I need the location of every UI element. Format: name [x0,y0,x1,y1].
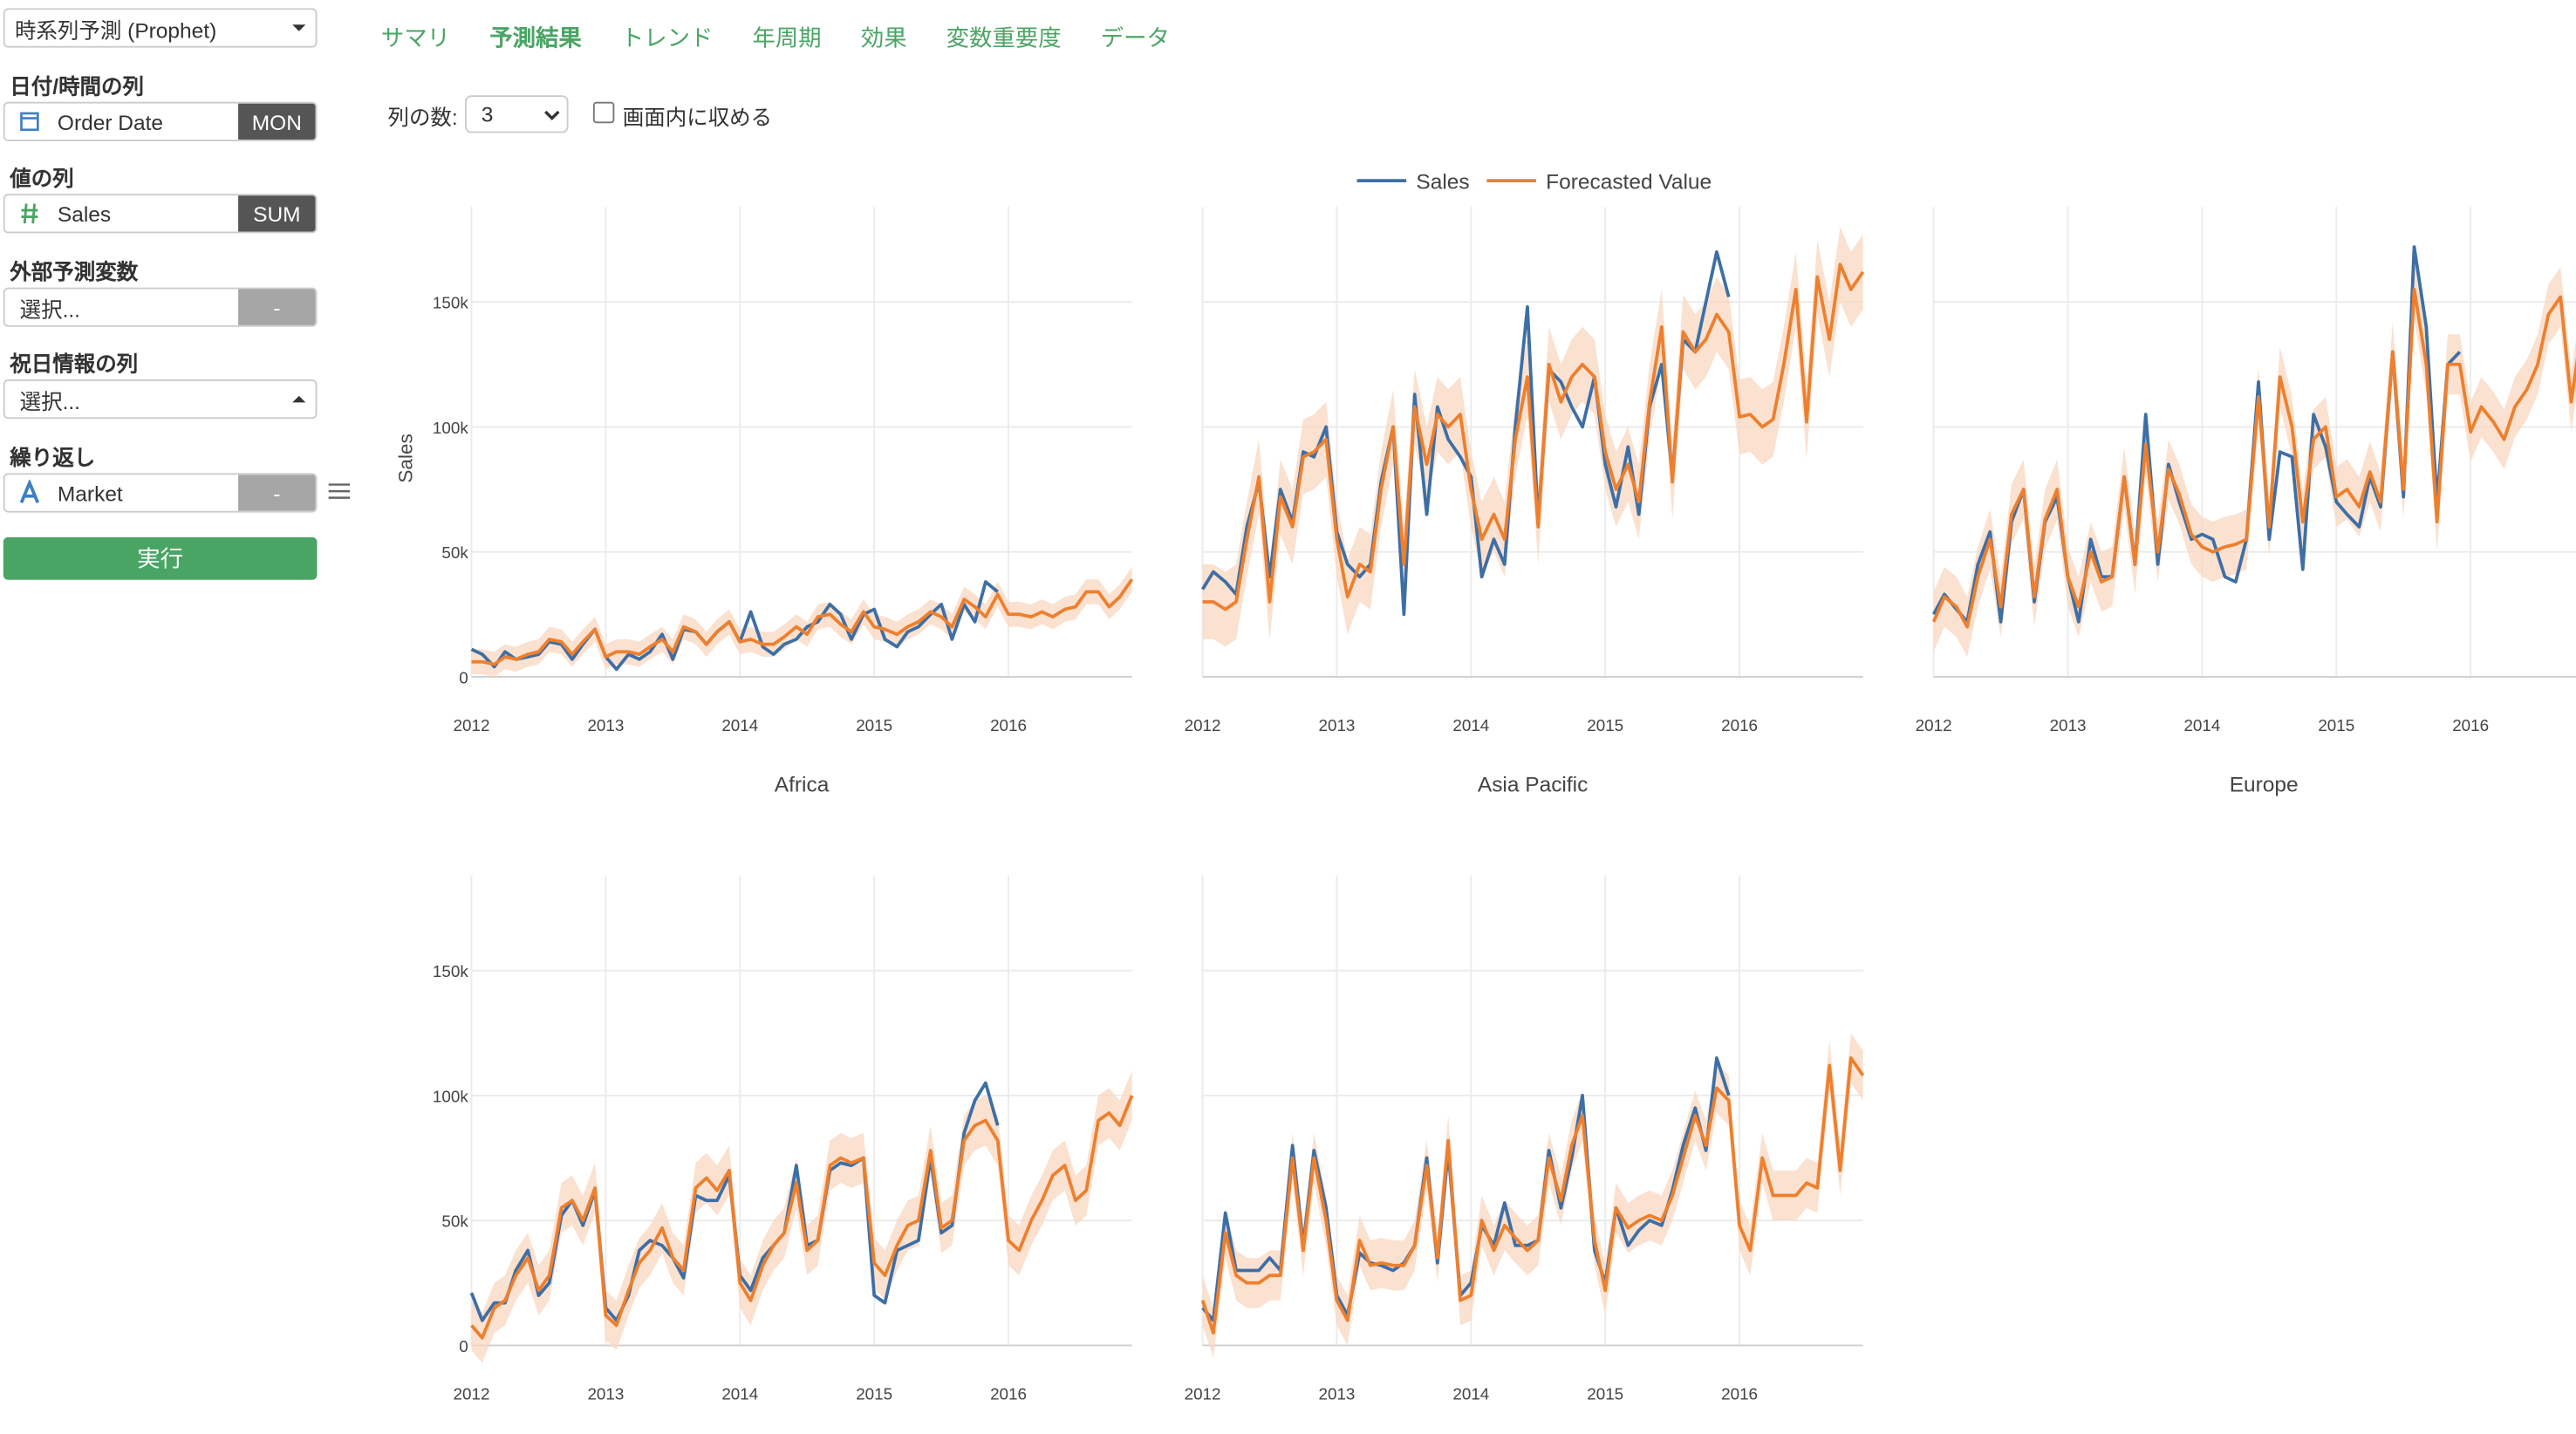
legend-label: Sales [1416,171,1469,195]
x-tick-label: 2015 [1587,716,1623,734]
y-tick-label: 150k [433,294,468,312]
x-tick-label: 2014 [1452,1385,1489,1403]
holiday-select[interactable]: 選択... [3,379,318,420]
menu-icon[interactable] [327,480,353,502]
method-select[interactable]: 時系列予測 (Prophet) [3,8,318,48]
x-tick-label: 2015 [856,1385,892,1403]
x-tick-label: 2014 [2183,716,2220,734]
x-tick-label: 2012 [454,716,490,734]
repeat-field[interactable]: Market - [3,473,318,513]
chart-panel: 0 50k 100k 150k 2012 2013 2014 2015 2016 [433,875,1134,1403]
x-tick-label: 2015 [1587,1385,1623,1403]
external-field[interactable]: 選択... - [3,287,318,327]
x-tick-label: 2016 [1721,716,1758,734]
x-tick-label: 2014 [721,716,758,734]
y-axis-label: Sales [395,434,417,482]
caret [292,395,306,403]
tab[interactable]: 予測結果 [489,24,582,51]
confidence-band [471,566,1132,677]
date-field[interactable]: Order Date MON [3,101,318,141]
chart-panel: 0 50k 100k 150k 2012 2013 2014 2015 2016 Africa Sa… [395,207,1134,797]
x-tick-label: 2013 [1319,716,1356,734]
run-button[interactable]: 実行 [3,536,318,580]
tab[interactable]: サマリ [380,24,451,51]
chart-panel: 2012 2013 2014 2015 2016 Asia Pacific [1185,207,1865,797]
x-tick-label: 2013 [2050,716,2087,734]
columns-select[interactable]: 3 [464,95,569,133]
fit-label: 画面内に収める [622,105,773,130]
fit-checkbox[interactable] [592,101,615,124]
tab[interactable]: 効果 [860,24,907,51]
x-tick-label: 2012 [1185,1385,1221,1403]
tab[interactable]: 年周期 [752,24,822,51]
chart-title: Europe [2230,774,2299,797]
number-icon [21,203,38,224]
text-icon [19,479,40,504]
x-tick-label: 2016 [990,1385,1027,1403]
y-tick-label: 50k [441,1212,468,1231]
field-value: Market [57,480,123,506]
x-tick-label: 2015 [2318,716,2354,734]
agg-button[interactable]: SUM [238,195,316,232]
field-label: 祝日情報の列 [10,352,139,377]
unit-button[interactable]: MON [238,103,316,140]
y-tick-label: 100k [433,419,468,437]
x-tick-label: 2013 [587,716,624,734]
series-line [471,578,1134,666]
calendar-icon [20,112,39,132]
series-line [1931,287,2576,629]
series-line [470,1095,1134,1340]
caret [544,109,560,120]
chart-panel: 2012 2013 2014 2015 2016 Europe [1916,207,2576,797]
columns-label: 列の数: [387,105,458,130]
x-tick-label: 2015 [856,716,892,734]
x-tick-label: 2014 [1452,716,1489,734]
x-tick-label: 2013 [587,1385,624,1403]
field-value: Order Date [57,109,164,134]
placeholder: 選択... [19,296,80,322]
x-tick-label: 2016 [2452,716,2489,734]
chart-panel: 2012 2013 2014 2015 2016 [1185,875,1865,1403]
field-label: 日付/時間の列 [10,73,145,99]
field-label: 値の列 [10,166,74,191]
x-tick-label: 2016 [1721,1385,1758,1403]
x-tick-label: 2012 [1916,716,1952,734]
x-tick-label: 2012 [454,1385,490,1403]
x-tick-label: 2016 [990,716,1027,734]
y-tick-label: 100k [433,1087,468,1105]
clear-button[interactable]: - [238,475,316,511]
y-tick-label: 0 [459,1337,468,1355]
placeholder: 選択... [19,388,80,413]
series-line [1202,263,1865,611]
y-tick-label: 50k [441,543,468,562]
series-line [1200,1056,1865,1335]
field-value: Sales [57,201,112,226]
legend-label: Forecasted Value [1546,171,1712,195]
x-tick-label: 2013 [1319,1385,1356,1403]
confidence-band [1202,1033,1863,1358]
tab[interactable]: 変数重要度 [946,24,1062,51]
y-tick-label: 0 [459,668,468,686]
tab[interactable]: データ [1100,24,1170,51]
chart-title: Africa [775,774,830,797]
y-tick-label: 150k [433,962,468,980]
chart-title: Asia Pacific [1478,774,1588,797]
x-tick-label: 2014 [721,1385,758,1403]
caret [292,24,306,31]
tab[interactable]: トレンド [620,24,714,51]
clear-button[interactable]: - [238,289,316,325]
value-field[interactable]: Sales SUM [3,194,318,234]
field-label: 外部予測変数 [10,259,139,284]
method-text: 時系列予測 (Prophet) [14,17,217,43]
x-tick-label: 2012 [1185,716,1221,734]
field-label: 繰り返し [10,445,96,470]
columns-value: 3 [481,101,494,127]
